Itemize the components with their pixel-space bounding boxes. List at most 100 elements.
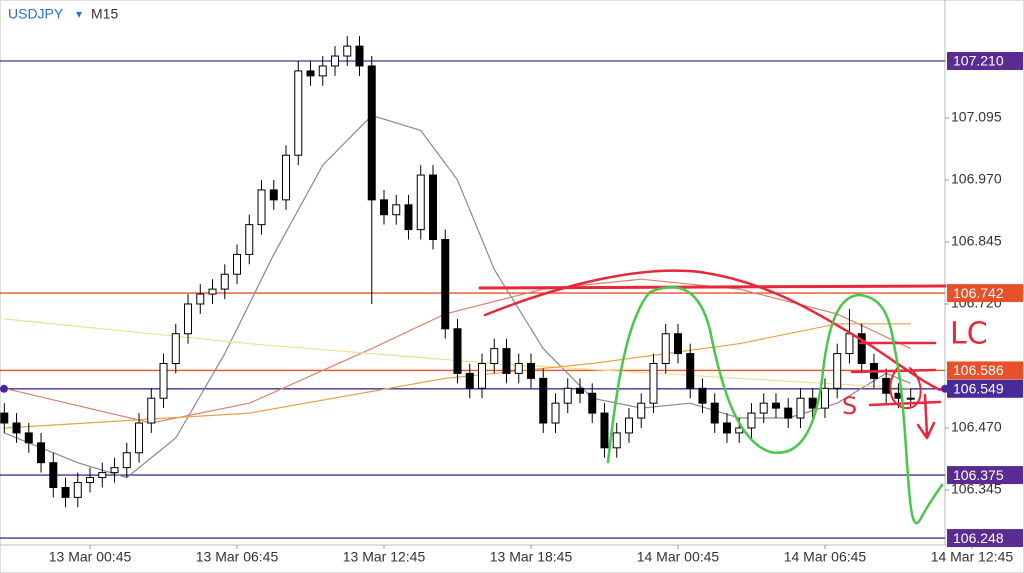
x-tick-label: 13 Mar 00:45 bbox=[49, 549, 132, 565]
candle-body bbox=[343, 45, 352, 57]
candle-body bbox=[588, 392, 597, 414]
x-tick-label: 13 Mar 06:45 bbox=[196, 549, 279, 565]
candle-body bbox=[159, 362, 168, 399]
candle-body bbox=[477, 362, 486, 389]
candle-body bbox=[73, 482, 82, 498]
x-tick-label: 14 Mar 12:45 bbox=[931, 549, 1014, 565]
candle-body bbox=[833, 353, 842, 389]
candle-body bbox=[857, 333, 866, 364]
candle-body bbox=[624, 417, 633, 434]
dropdown[interactable]: ▾ bbox=[76, 7, 82, 21]
candle-body bbox=[673, 333, 682, 355]
candle-body bbox=[820, 387, 829, 409]
candle-body bbox=[122, 452, 131, 469]
candle-body bbox=[649, 362, 658, 404]
candle-body bbox=[502, 348, 511, 374]
moving-average bbox=[4, 114, 911, 479]
candle-body bbox=[416, 174, 425, 231]
candle-body bbox=[24, 432, 33, 444]
candle-body bbox=[367, 65, 376, 201]
candle-body bbox=[686, 353, 695, 389]
level-label-box bbox=[947, 51, 1023, 70]
candle-body bbox=[37, 442, 46, 464]
y-tick-label: 106.470 bbox=[951, 419, 1002, 435]
candle-body bbox=[759, 402, 768, 414]
level-label: 106.248 bbox=[953, 530, 1004, 546]
candle-body bbox=[171, 333, 180, 364]
candle-body bbox=[355, 45, 364, 67]
candle-body bbox=[575, 387, 584, 394]
candle-body bbox=[392, 204, 401, 216]
candle-body bbox=[86, 477, 95, 484]
moving-average bbox=[4, 323, 911, 429]
candle-body bbox=[441, 239, 450, 330]
candle-body bbox=[98, 472, 107, 479]
handle bbox=[0, 384, 8, 393]
candle-body bbox=[808, 397, 817, 409]
candle-body bbox=[380, 199, 389, 216]
candle-body bbox=[453, 328, 462, 374]
candle-body bbox=[784, 407, 793, 419]
candle-body bbox=[110, 467, 119, 474]
candle-body bbox=[722, 422, 731, 434]
level-label-box bbox=[947, 529, 1023, 548]
level-label: 107.210 bbox=[953, 53, 1004, 69]
candle-body bbox=[306, 70, 315, 77]
candle-body bbox=[294, 70, 303, 156]
candle-body bbox=[637, 402, 646, 419]
hand-drawing bbox=[478, 269, 947, 525]
candle-body bbox=[233, 253, 242, 275]
candle-body bbox=[465, 372, 474, 389]
annotation: S bbox=[842, 392, 857, 420]
level-label: 106.742 bbox=[953, 285, 1004, 301]
candle-body bbox=[526, 362, 535, 379]
level-label-box bbox=[947, 361, 1023, 380]
candle-body bbox=[539, 377, 548, 424]
x-tick-label: 14 Mar 06:45 bbox=[784, 549, 867, 565]
candle-body bbox=[61, 486, 70, 498]
candle-body bbox=[698, 387, 707, 404]
x-tick-label: 13 Mar 18:45 bbox=[490, 549, 573, 565]
handle bbox=[941, 384, 949, 393]
level-label-box bbox=[947, 466, 1023, 485]
candle-body bbox=[257, 189, 266, 226]
candle-body bbox=[245, 224, 254, 255]
candle-body bbox=[600, 412, 609, 449]
level-label: 106.375 bbox=[953, 467, 1004, 483]
candle-body bbox=[220, 273, 229, 290]
candle-body bbox=[747, 412, 756, 429]
level-label: 106.549 bbox=[953, 380, 1004, 396]
y-tick-label: 106.345 bbox=[951, 481, 1002, 497]
candle-body bbox=[710, 402, 719, 424]
level-label: 106.586 bbox=[953, 362, 1004, 378]
candle-body bbox=[12, 422, 21, 434]
y-tick-label: 106.970 bbox=[951, 171, 1002, 187]
level-label-box bbox=[947, 379, 1023, 398]
candle-body bbox=[196, 293, 205, 305]
timeframe[interactable]: M15 bbox=[91, 6, 118, 22]
candle-body bbox=[404, 204, 413, 231]
candle-body bbox=[906, 397, 915, 400]
candle-body bbox=[612, 432, 621, 449]
x-tick-label: 14 Mar 00:45 bbox=[637, 549, 720, 565]
level-label-box bbox=[947, 284, 1023, 303]
candle-body bbox=[147, 397, 156, 424]
annotation: LC bbox=[950, 317, 988, 352]
y-tick-label: 107.095 bbox=[951, 109, 1002, 125]
candle-body bbox=[49, 462, 58, 488]
moving-average bbox=[4, 278, 911, 424]
candle-body bbox=[563, 387, 572, 404]
candle-body bbox=[796, 397, 805, 419]
candle-body bbox=[771, 402, 780, 409]
candle-body bbox=[514, 362, 523, 374]
y-tick-label: 106.845 bbox=[951, 233, 1002, 249]
candle-body bbox=[551, 402, 560, 424]
candle-body bbox=[0, 412, 9, 424]
candle-body bbox=[428, 174, 437, 241]
candle-body bbox=[318, 65, 327, 77]
candle-body bbox=[490, 348, 499, 364]
candle-body bbox=[331, 55, 340, 67]
candle-body bbox=[135, 422, 144, 454]
x-tick-label: 13 Mar 12:45 bbox=[343, 549, 426, 565]
